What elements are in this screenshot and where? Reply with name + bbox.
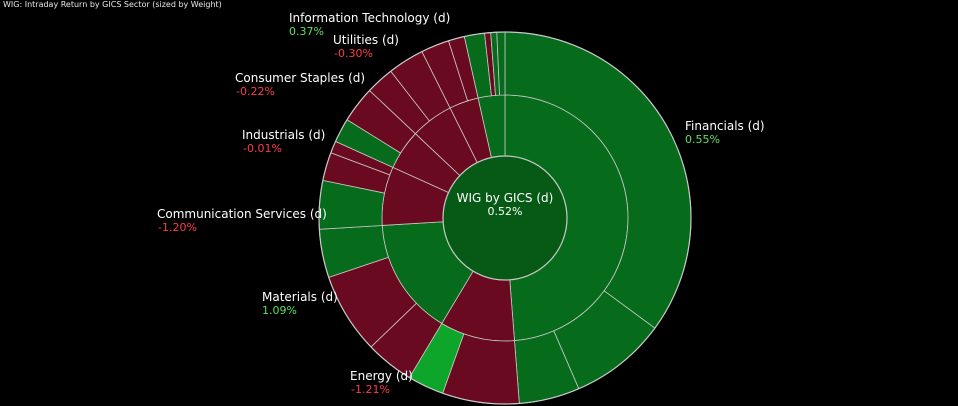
- sector-value: -0.30%: [334, 47, 373, 60]
- constituent-ring: [318, 31, 692, 405]
- sector-value: -1.20%: [158, 221, 197, 234]
- sector-value: -0.22%: [236, 85, 275, 98]
- sector-value: -0.01%: [243, 142, 282, 155]
- sector-value: 0.37%: [289, 25, 324, 38]
- sector-label: Communication Services (d): [157, 207, 327, 221]
- sector-label: Information Technology (d): [289, 11, 450, 25]
- chart-title: WIG: Intraday Return by GICS Sector (siz…: [3, 0, 222, 9]
- sector-value: 1.09%: [262, 304, 297, 317]
- sector-label: Industrials (d): [242, 128, 325, 142]
- outer-border: [318, 31, 692, 405]
- sector-labels: Financials (d)0.55% Energy (d)-1.21% Mater…: [157, 11, 765, 396]
- sector-value: -1.21%: [351, 383, 390, 396]
- center-value: 0.52%: [488, 205, 523, 218]
- sector-label: Consumer Staples (d): [235, 71, 365, 85]
- sector-label: Materials (d): [262, 290, 338, 304]
- sector-label: Energy (d): [350, 369, 413, 383]
- center-disc: [442, 155, 568, 281]
- sector-value: 0.55%: [685, 133, 720, 146]
- center-label: WIG by GICS (d): [457, 191, 554, 205]
- sector-label: Utilities (d): [333, 33, 399, 47]
- sector-label: Financials (d): [685, 119, 765, 133]
